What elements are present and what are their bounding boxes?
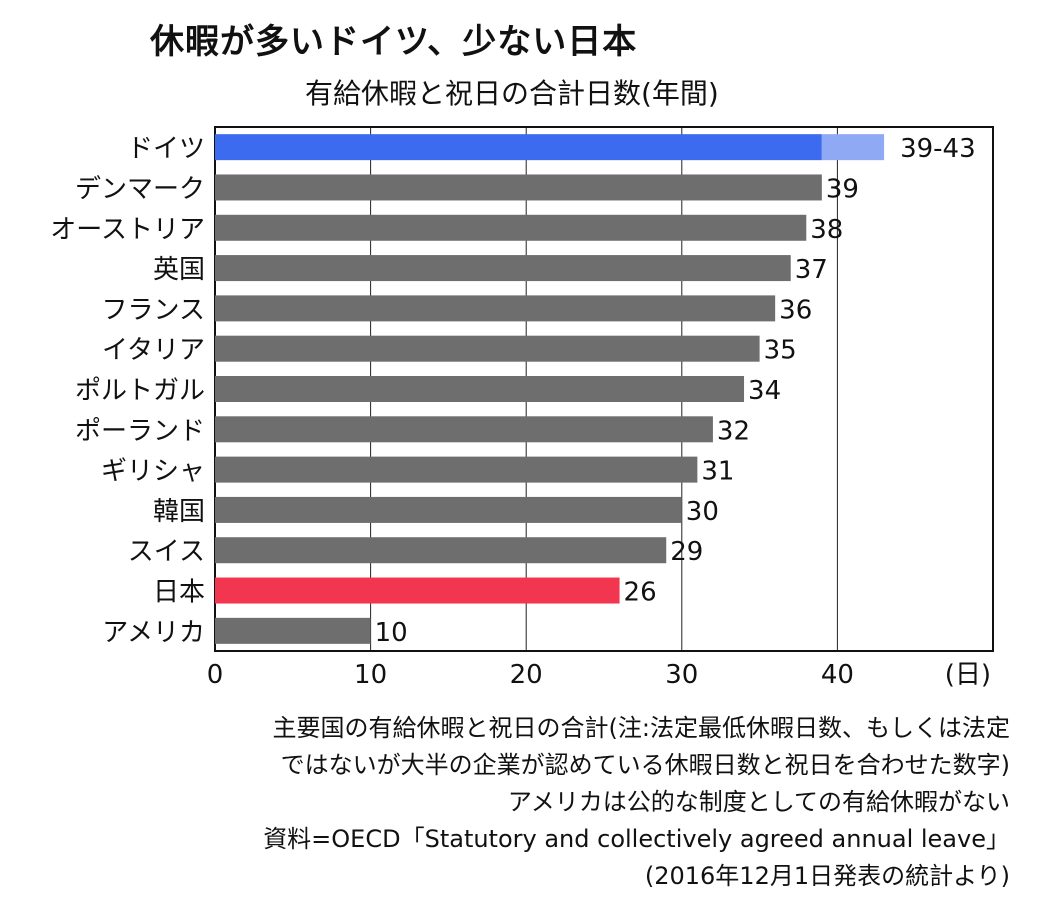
- data-label: 30: [686, 497, 719, 527]
- note-line-2: ではないが大半の企業が認めている休暇日数と祝日を合わせた数字): [280, 751, 1010, 779]
- source-line: 資料=OECD「Statutory and collectively agree…: [263, 825, 1010, 853]
- x-tick-label: 30: [665, 660, 698, 690]
- category-label: 英国: [153, 255, 205, 285]
- bar: [215, 416, 713, 443]
- category-label: ドイツ: [127, 134, 205, 164]
- note-line-1: 主要国の有給休暇と祝日の合計(注:法定最低休暇日数、もしくは法定: [272, 714, 1010, 742]
- bar: [215, 134, 822, 161]
- category-label: イタリア: [102, 336, 205, 366]
- data-label: 37: [795, 255, 828, 285]
- bar: [215, 335, 760, 362]
- category-label: オーストリア: [50, 215, 205, 245]
- data-label: 29: [670, 537, 703, 567]
- bar: [215, 496, 682, 523]
- data-label: 36: [779, 295, 812, 325]
- x-tick-label: 10: [354, 660, 387, 690]
- x-tick-label: 40: [821, 660, 854, 690]
- chart-subtitle: 有給休暇と祝日の合計日数(年間): [305, 77, 719, 110]
- data-label: 26: [624, 578, 657, 608]
- bar: [215, 255, 791, 282]
- category-label: フランス: [102, 295, 205, 325]
- note-line-3: アメリカは公的な制度としての有給休暇がない: [507, 788, 1010, 816]
- bar: [215, 214, 807, 241]
- bar: [215, 174, 822, 201]
- x-tick-label: 20: [510, 660, 543, 690]
- data-label: 35: [764, 336, 797, 366]
- category-label: デンマーク: [75, 174, 205, 204]
- category-label: スイス: [128, 537, 205, 567]
- x-unit-label: (日): [945, 660, 991, 690]
- category-label: ポーランド: [75, 416, 205, 446]
- source-date-line: (2016年12月1日発表の統計より): [644, 862, 1010, 890]
- category-label: 日本: [153, 578, 205, 608]
- bar: [215, 295, 776, 322]
- category-label: ポルトガル: [75, 376, 205, 406]
- category-label: 韓国: [153, 497, 205, 527]
- bar: [215, 577, 620, 604]
- bar: [215, 537, 667, 564]
- bar-range-extension: [821, 134, 885, 161]
- bar: [215, 376, 745, 402]
- bar: [215, 456, 698, 483]
- data-label: 34: [748, 376, 781, 406]
- category-label: アメリカ: [102, 618, 205, 648]
- chart-title: 休暇が多いドイツ、少ない日本: [150, 22, 638, 62]
- data-label: 32: [717, 416, 750, 446]
- category-label: ギリシャ: [101, 457, 205, 487]
- x-tick-label: 0: [207, 660, 224, 690]
- bar-chart: ドイツ 39-43 デンマーク 39 オーストリア 38 英国 37 フランス 36 イタリア 35 ポ…: [50, 126, 994, 690]
- data-label: 39-43: [900, 134, 976, 164]
- data-label: 10: [375, 618, 408, 648]
- bar: [215, 617, 371, 644]
- data-label: 39: [826, 174, 859, 204]
- data-label: 31: [701, 457, 734, 487]
- data-label: 38: [810, 215, 843, 245]
